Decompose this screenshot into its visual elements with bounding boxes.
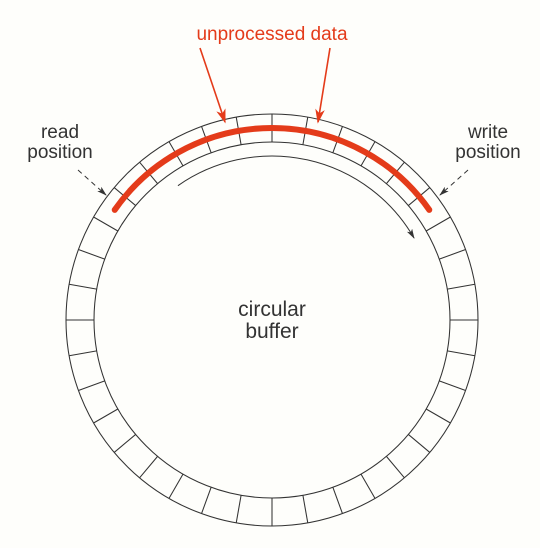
write-label-2: position (455, 142, 521, 163)
direction-arrow (178, 156, 414, 238)
read-label-1: read (41, 122, 79, 143)
circular-buffer-diagram: unprocessed data read position write pos… (0, 0, 540, 548)
write-label-1: write (467, 122, 508, 143)
center-label-1: circular (238, 298, 306, 321)
unprocessed-pointer-right-arrow (318, 48, 330, 122)
unprocessed-pointer-left-arrow (200, 48, 225, 122)
read-label-2: position (27, 142, 93, 163)
write-position-arrow (440, 170, 468, 195)
center-label-2: buffer (245, 320, 298, 343)
read-position-arrow (78, 170, 106, 195)
unprocessed-label: unprocessed data (196, 24, 347, 45)
